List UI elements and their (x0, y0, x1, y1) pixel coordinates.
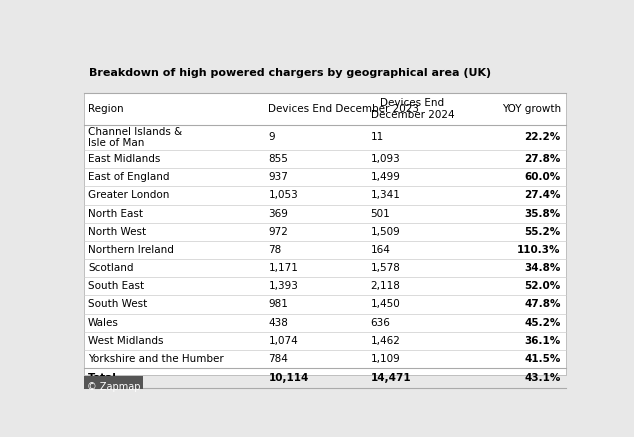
Text: 43.1%: 43.1% (524, 373, 561, 383)
Text: 10,114: 10,114 (268, 373, 309, 383)
Text: South West: South West (88, 299, 147, 309)
Text: © Zapmap: © Zapmap (87, 382, 140, 392)
Text: 438: 438 (268, 318, 288, 328)
Text: 784: 784 (268, 354, 288, 364)
Text: 1,109: 1,109 (371, 354, 400, 364)
Text: 52.0%: 52.0% (524, 281, 561, 291)
Text: Wales: Wales (88, 318, 119, 328)
Text: 27.4%: 27.4% (524, 191, 561, 201)
Text: 41.5%: 41.5% (524, 354, 561, 364)
Text: 1,462: 1,462 (371, 336, 401, 346)
Text: 1,578: 1,578 (371, 263, 401, 273)
Text: 27.8%: 27.8% (524, 154, 561, 164)
Text: 1,053: 1,053 (268, 191, 298, 201)
Text: 9: 9 (268, 132, 275, 142)
Text: 369: 369 (268, 208, 288, 218)
Text: East Midlands: East Midlands (88, 154, 160, 164)
Text: 47.8%: 47.8% (524, 299, 561, 309)
Text: 110.3%: 110.3% (517, 245, 561, 255)
Text: Scotland: Scotland (88, 263, 134, 273)
Text: 1,074: 1,074 (268, 336, 298, 346)
Text: 11: 11 (371, 132, 384, 142)
Text: Region: Region (88, 104, 124, 114)
Text: 78: 78 (268, 245, 281, 255)
Text: 35.8%: 35.8% (524, 208, 561, 218)
Text: Devices End December 2023: Devices End December 2023 (268, 104, 420, 114)
Text: Channel Islands &
Isle of Man: Channel Islands & Isle of Man (88, 127, 183, 148)
Text: Yorkshire and the Humber: Yorkshire and the Humber (88, 354, 224, 364)
Bar (84, 93, 566, 375)
Bar (84, 376, 143, 398)
Text: 1,171: 1,171 (268, 263, 298, 273)
Text: Total: Total (88, 373, 117, 383)
Text: 164: 164 (371, 245, 391, 255)
Text: North West: North West (88, 227, 146, 237)
Text: Greater London: Greater London (88, 191, 169, 201)
Text: 972: 972 (268, 227, 288, 237)
Text: Breakdown of high powered chargers by geographical area (UK): Breakdown of high powered chargers by ge… (89, 68, 491, 78)
Text: South East: South East (88, 281, 144, 291)
Text: 1,093: 1,093 (371, 154, 400, 164)
Text: 981: 981 (268, 299, 288, 309)
Text: 36.1%: 36.1% (524, 336, 561, 346)
Text: 60.0%: 60.0% (524, 172, 561, 182)
Text: 34.8%: 34.8% (524, 263, 561, 273)
Text: 1,393: 1,393 (268, 281, 298, 291)
Text: 1,341: 1,341 (371, 191, 401, 201)
Text: 1,509: 1,509 (371, 227, 400, 237)
Text: Northern Ireland: Northern Ireland (88, 245, 174, 255)
Text: 501: 501 (371, 208, 391, 218)
Text: North East: North East (88, 208, 143, 218)
Text: 1,499: 1,499 (371, 172, 401, 182)
Text: East of England: East of England (88, 172, 169, 182)
Text: 1,450: 1,450 (371, 299, 400, 309)
Text: 937: 937 (268, 172, 288, 182)
Text: 855: 855 (268, 154, 288, 164)
Text: West Midlands: West Midlands (88, 336, 164, 346)
Text: 22.2%: 22.2% (524, 132, 561, 142)
Text: Devices End
December 2024: Devices End December 2024 (371, 98, 454, 120)
Text: 636: 636 (371, 318, 391, 328)
Text: 14,471: 14,471 (371, 373, 411, 383)
Text: 55.2%: 55.2% (524, 227, 561, 237)
Text: YOY growth: YOY growth (501, 104, 561, 114)
Text: 2,118: 2,118 (371, 281, 401, 291)
Text: 45.2%: 45.2% (524, 318, 561, 328)
